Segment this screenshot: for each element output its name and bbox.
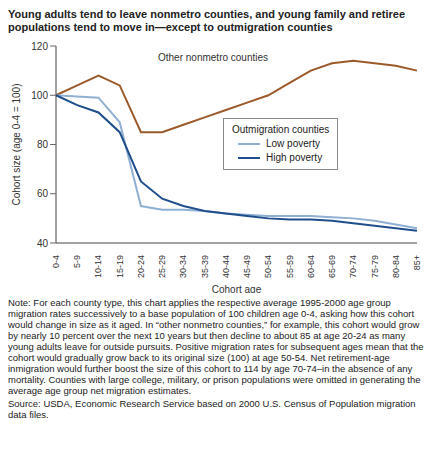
svg-text:60-64: 60-64 — [306, 255, 316, 278]
svg-text:35-39: 35-39 — [200, 255, 210, 278]
svg-text:80-84: 80-84 — [391, 255, 401, 278]
svg-text:120: 120 — [31, 41, 48, 52]
html-text:Source: USDA, Economic Researc: Source: USDA, Economic Research Service … — [8, 398, 416, 420]
svg-text:50-54: 50-54 — [263, 255, 273, 278]
svg-text:70-74: 70-74 — [348, 255, 358, 278]
svg-text:80: 80 — [37, 139, 49, 150]
html-text:High poverty: High poverty — [266, 152, 323, 163]
svg-text:Cohort age: Cohort age — [212, 284, 262, 293]
html-text:Young adults tend to leave non: Young adults tend to leave nonmetro coun… — [8, 8, 406, 33]
svg-text:60: 60 — [37, 188, 49, 199]
svg-text:65-69: 65-69 — [327, 255, 337, 278]
html-text:Low poverty: Low poverty — [266, 138, 320, 149]
svg-text:20-24: 20-24 — [136, 255, 146, 278]
svg-text:55-59: 55-59 — [285, 255, 295, 278]
svg-text:75-79: 75-79 — [370, 255, 380, 278]
svg-text:40: 40 — [37, 238, 49, 249]
svg-text:30-34: 30-34 — [178, 255, 188, 278]
svg-text:5-9: 5-9 — [72, 255, 82, 268]
svg-text:100: 100 — [31, 90, 48, 101]
html-text:Other nonmetro counties: Other nonmetro counties — [158, 52, 269, 63]
svg-text:85+: 85+ — [412, 255, 422, 270]
svg-text:10-14: 10-14 — [93, 255, 103, 278]
html-text:Note: For each county type, th: Note: For each county type, this chart a… — [8, 297, 424, 396]
svg-text:25-29: 25-29 — [157, 255, 167, 278]
html-text:Outmigration counties: Outmigration counties — [232, 124, 330, 135]
svg-text:45-49: 45-49 — [242, 255, 252, 278]
svg-text:15-19: 15-19 — [115, 255, 125, 278]
svg-text:Cohort size (age 0-4 = 100): Cohort size (age 0-4 = 100) — [11, 83, 22, 205]
svg-text:40-44: 40-44 — [221, 255, 231, 278]
svg-text:0-4: 0-4 — [51, 255, 61, 268]
